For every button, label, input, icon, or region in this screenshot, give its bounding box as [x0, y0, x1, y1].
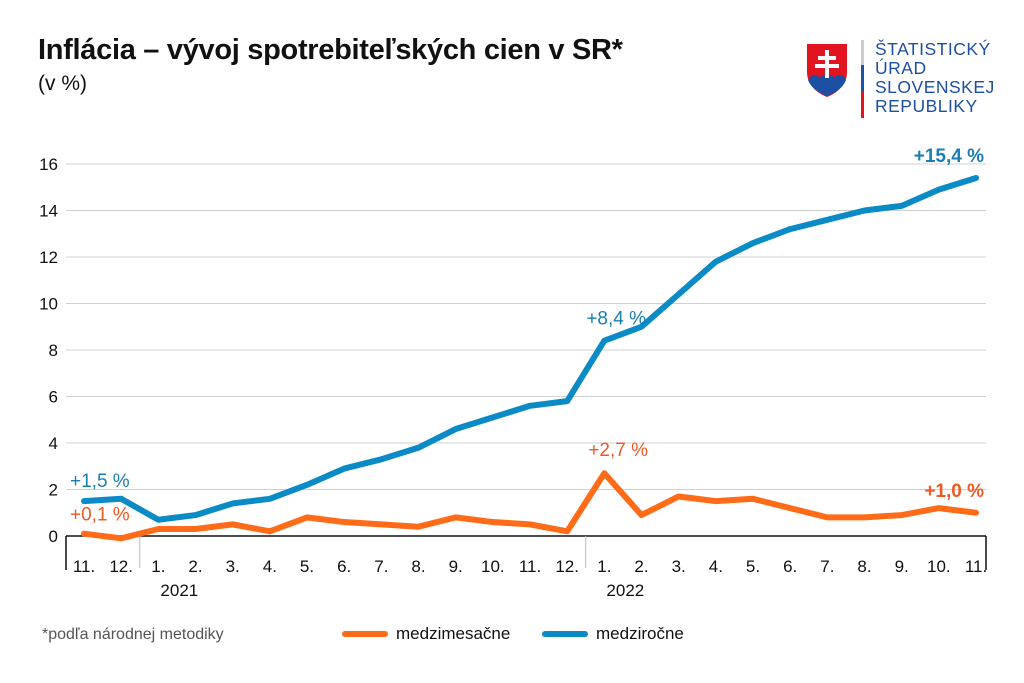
- x-tick-label: 11.: [965, 557, 987, 576]
- legend-swatch-blue: [542, 631, 588, 637]
- x-tick-label: 6.: [337, 557, 351, 576]
- data-label: +0,1 %: [70, 505, 130, 526]
- y-tick-label: 2: [49, 481, 58, 500]
- y-tick-label: 8: [49, 341, 58, 360]
- x-tick-label: 8.: [857, 557, 871, 576]
- x-tick-label: 10.: [927, 557, 951, 576]
- chart-title: Inflácia – vývoj spotrebiteľských cien v…: [38, 34, 623, 66]
- x-tick-label: 4.: [263, 557, 277, 576]
- series-line-medzimesacne: [81, 470, 979, 542]
- logo-text: ŠTATISTICKÝ ÚRAD SLOVENSKEJ REPUBLIKY: [875, 40, 995, 116]
- x-tick-label: 4.: [709, 557, 723, 576]
- year-label: 2021: [160, 581, 198, 600]
- logo-line: SLOVENSKEJ: [875, 77, 995, 97]
- chart-subtitle: (v %): [38, 72, 87, 95]
- legend-item-medzimesacne: medzimesačne: [342, 624, 510, 644]
- year-label: 2022: [606, 581, 644, 600]
- x-tick-label: 11.: [519, 557, 541, 576]
- legend-label: medzimesačne: [396, 624, 511, 643]
- x-tick-label: 1.: [597, 557, 611, 576]
- x-tick-label: 9.: [895, 557, 909, 576]
- y-tick-label: 10: [39, 295, 58, 314]
- data-label: +8,4 %: [586, 309, 646, 330]
- legend-swatch-orange: [342, 631, 388, 637]
- data-label: +2,7 %: [588, 440, 648, 461]
- legend-item-medzirocne: medziročne: [542, 624, 684, 644]
- logo-line: ŠTATISTICKÝ: [875, 39, 991, 59]
- legend-label: medziročne: [596, 624, 684, 643]
- y-tick-label: 4: [49, 434, 58, 453]
- x-tick-label: 11.: [73, 557, 95, 576]
- y-tick-label: 6: [49, 388, 58, 407]
- series-line-medzirocne: [81, 174, 979, 523]
- y-tick-label: 12: [39, 248, 58, 267]
- x-tick-label: 7.: [374, 557, 388, 576]
- logo-line: ÚRAD: [875, 58, 927, 78]
- x-tick-label: 7.: [820, 557, 834, 576]
- data-label: +15,4 %: [914, 146, 984, 167]
- x-tick-label: 5.: [746, 557, 760, 576]
- x-tick-label: 2.: [188, 557, 202, 576]
- y-tick-label: 0: [49, 527, 58, 546]
- x-tick-label: 6.: [783, 557, 797, 576]
- x-tick-label: 8.: [411, 557, 425, 576]
- x-tick-label: 3.: [672, 557, 686, 576]
- x-tick-label: 10.: [481, 557, 505, 576]
- footnote: *podľa národnej metodiky: [42, 626, 224, 643]
- logo-divider-grey: [861, 40, 864, 65]
- data-label: +1,0 %: [924, 481, 984, 502]
- x-tick-label: 12.: [109, 557, 133, 576]
- data-label: +1,5 %: [70, 471, 130, 492]
- y-tick-label: 16: [39, 155, 58, 174]
- x-tick-label: 2.: [634, 557, 648, 576]
- x-tick-label: 12.: [555, 557, 579, 576]
- x-tick-label: 3.: [226, 557, 240, 576]
- y-tick-label: 14: [39, 202, 58, 221]
- slovak-coat-of-arms-icon: [807, 44, 847, 97]
- logo-divider-blue: [861, 65, 864, 91]
- x-tick-label: 5.: [300, 557, 314, 576]
- logo-line: REPUBLIKY: [875, 96, 978, 116]
- statistical-office-logo: ŠTATISTICKÝ ÚRAD SLOVENSKEJ REPUBLIKY: [805, 40, 1005, 120]
- x-tick-label: 9.: [449, 557, 463, 576]
- x-tick-label: 1.: [151, 557, 165, 576]
- logo-divider-red: [861, 91, 864, 118]
